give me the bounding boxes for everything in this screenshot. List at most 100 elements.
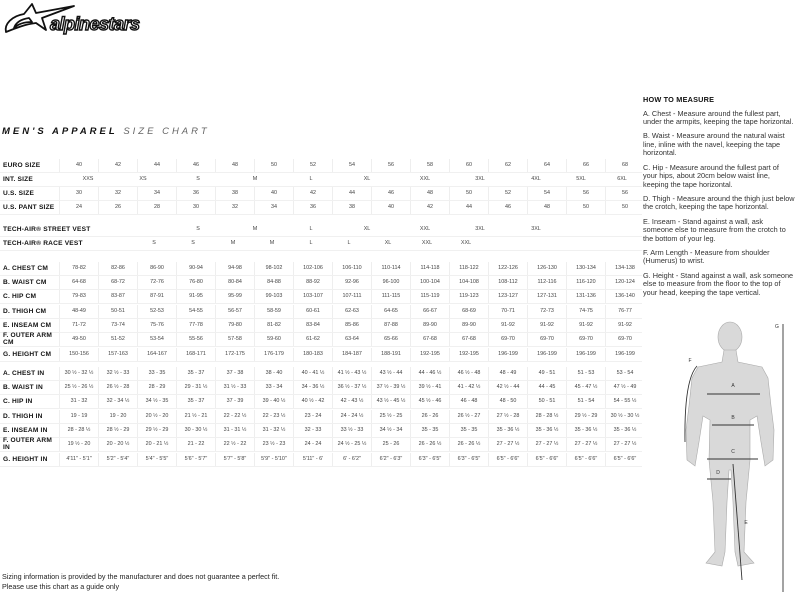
- table-cell: 55-56: [176, 333, 215, 346]
- row-divider: [0, 172, 642, 173]
- row-label: E. INSEAM IN: [3, 427, 48, 434]
- table-cell: 5'9" - 5'10": [254, 453, 293, 466]
- table-cell: 64-68: [59, 276, 98, 289]
- table-cell: 49-50: [59, 333, 98, 346]
- row-divider: [0, 318, 642, 319]
- table-cell: 66-67: [410, 305, 449, 318]
- row-divider: [0, 332, 642, 333]
- table-cell: 67-68: [410, 333, 449, 346]
- row-divider: [0, 250, 642, 251]
- table-cell: 192-195: [410, 348, 449, 361]
- table-cell: M: [269, 240, 275, 246]
- table-cell: 59-60: [254, 333, 293, 346]
- table-cell: 3XL: [475, 176, 485, 182]
- table-cell: L: [309, 226, 313, 232]
- table-cell: XL: [363, 176, 371, 182]
- table-cell: 35 - 35: [410, 424, 449, 437]
- row-label: C. HIP IN: [3, 398, 33, 405]
- table-cell: 48: [410, 187, 449, 200]
- table-cell: 40: [371, 201, 410, 214]
- table-cell: 73-74: [98, 319, 137, 332]
- row-label: F. OUTER ARM CM: [3, 332, 53, 346]
- table-cell: 184-187: [332, 348, 371, 361]
- row-divider: [0, 200, 642, 201]
- table-cell: 150-156: [59, 348, 98, 361]
- row-divider: [0, 303, 642, 304]
- table-cell: 38: [332, 201, 371, 214]
- table-cell: 32 - 33: [293, 424, 332, 437]
- table-cell: L: [347, 240, 351, 246]
- row-divider: [0, 423, 642, 424]
- table-cell: 31 - 31 ½: [215, 424, 254, 437]
- table-cell: 43 ½ - 45 ½: [371, 395, 410, 408]
- table-row: INT. SIZE XXS XS S M L XL XXL 3XL 4XL 5XL 6XL: [0, 173, 642, 186]
- table-cell: 64: [527, 159, 566, 172]
- table-cell: 44 - 45: [527, 381, 566, 394]
- table-cell: M: [252, 226, 258, 232]
- row-divider: [0, 437, 642, 438]
- table-cell: S: [191, 240, 195, 246]
- table-cell: 84-88: [254, 276, 293, 289]
- table-cell: 68-69: [449, 305, 488, 318]
- table-cell: 98-102: [254, 262, 293, 275]
- table-cell: 51-52: [98, 333, 137, 346]
- table-cell: 56: [605, 187, 644, 200]
- row-label: C. HIP CM: [3, 293, 37, 300]
- table-cell: 54 - 55 ½: [605, 395, 644, 408]
- table-cell: 26 - 26 ½: [449, 438, 488, 451]
- row-divider: [0, 275, 642, 276]
- table-cell: 37 - 38: [215, 367, 254, 380]
- table-cell: 22 ½ - 22: [215, 438, 254, 451]
- label-a: A: [731, 383, 735, 389]
- table-cell: 41 - 42 ½: [449, 381, 488, 394]
- table-cell: 91-92: [488, 319, 527, 332]
- row-divider: [0, 236, 642, 237]
- table-cell: 31 ½ - 33: [215, 381, 254, 394]
- inseam-line: [732, 463, 743, 581]
- table-cell: 95-99: [215, 290, 254, 303]
- row-label: U.S. PANT SIZE: [3, 204, 55, 211]
- table-cell: 28: [137, 201, 176, 214]
- table-cell: 81-82: [254, 319, 293, 332]
- table-row: C. HIP CM 79-83 83-87 87-91 91-95 95-99 99-103…: [0, 290, 642, 303]
- table-cell: 32 - 34 ½: [98, 395, 137, 408]
- table-cell: 28 - 28 ½: [59, 424, 98, 437]
- table-cell: 24 - 24: [293, 438, 332, 451]
- table-cell: 36 ½ - 37 ½: [332, 381, 371, 394]
- table-row: U.S. SIZE 30 32 34 36 38 40 42 44 46 48 50 52 54 56 56: [0, 187, 642, 200]
- row-label: D. THIGH IN: [3, 413, 43, 420]
- footer-line-2: Please use this chart as a guide only: [2, 582, 120, 591]
- table-cell: 76-80: [176, 276, 215, 289]
- table-cell: 6'2" - 6'3": [371, 453, 410, 466]
- table-cell: 94-98: [215, 262, 254, 275]
- table-cell: 196-199: [566, 348, 605, 361]
- table-cell: 56: [566, 187, 605, 200]
- table-cell: 172-175: [215, 348, 254, 361]
- table-cell: 34: [254, 201, 293, 214]
- table-cell: 48-49: [59, 305, 98, 318]
- table-cell: 39 ½ - 41: [410, 381, 449, 394]
- table-cell: 23 ½ - 23: [254, 438, 293, 451]
- table-row: E. INSEAM IN 28 - 28 ½ 28 ½ - 29 29 ½ - 29 3…: [0, 424, 642, 437]
- table-cell: 119-123: [449, 290, 488, 303]
- table-cell: 122-126: [488, 262, 527, 275]
- table-cell: 54: [527, 187, 566, 200]
- table-cell: 29 ½ - 29: [137, 424, 176, 437]
- table-row: E. INSEAM CM 71-72 73-74 75-76 77-78 79-80 81-…: [0, 319, 642, 332]
- table-cell: 48 - 50: [488, 395, 527, 408]
- table-cell: 75-76: [137, 319, 176, 332]
- table-cell: 46 - 48: [449, 395, 488, 408]
- table-cell: 46: [371, 187, 410, 200]
- table-cell: 53 - 54: [605, 367, 644, 380]
- table-cell: 26: [98, 201, 137, 214]
- table-cell: 196-199: [488, 348, 527, 361]
- table-cell: 70-71: [488, 305, 527, 318]
- table-cell: 40: [59, 159, 98, 172]
- label-e: E: [744, 520, 748, 526]
- row-label: E. INSEAM CM: [3, 322, 52, 329]
- table-cell: 33 - 35: [137, 367, 176, 380]
- table-cell: 40 ½ - 42: [293, 395, 332, 408]
- table-cell: 54-55: [176, 305, 215, 318]
- table-cell: 104-108: [449, 276, 488, 289]
- row-label: G. HEIGHT CM: [3, 351, 52, 358]
